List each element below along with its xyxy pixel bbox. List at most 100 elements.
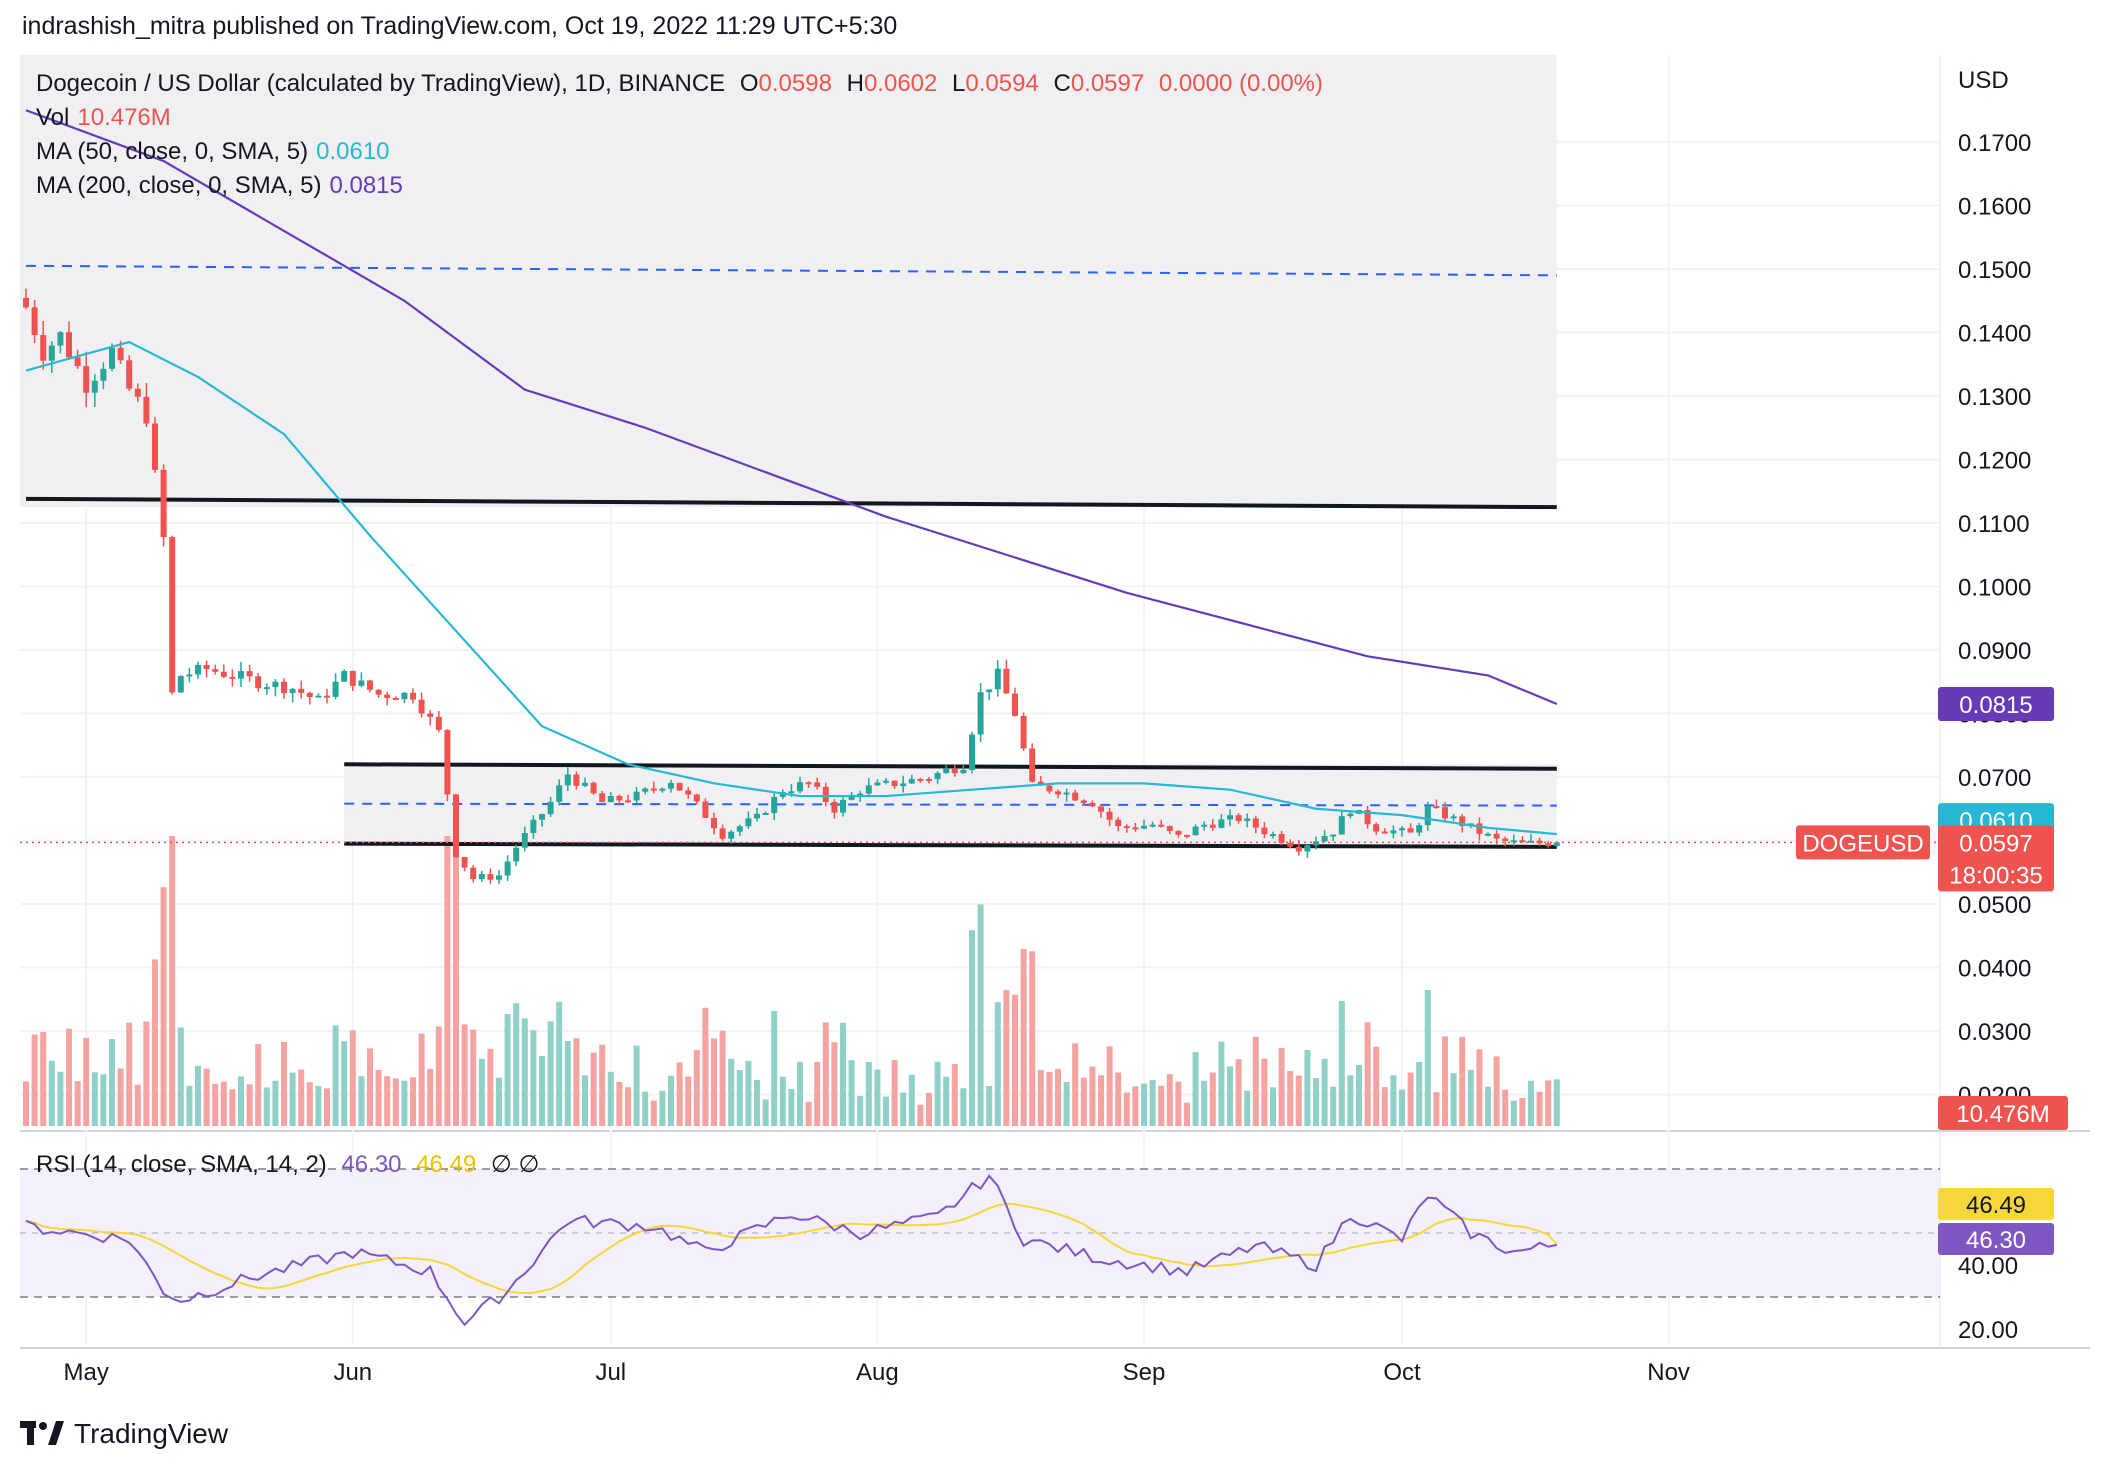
time-axis-tick: Oct [1383,1359,1421,1386]
ma50-line [25,340,1557,836]
candle-body [1399,828,1405,831]
volume-bar [134,1084,141,1126]
volume-bar [582,1075,588,1126]
tradingview-brand: TradingView [74,1418,229,1449]
candle-body [1106,811,1113,820]
volume-bar [401,1080,408,1126]
candle-body [1149,824,1156,827]
tradingview-footer: TradingView [20,1418,228,1450]
volume-bar [1080,1077,1087,1126]
candle-body [427,713,434,717]
volume-bar [152,959,158,1126]
time-axis-tick: Jun [333,1359,372,1386]
candle-body [1132,827,1139,830]
candle-body [1313,841,1319,846]
volume-bar [1123,1092,1130,1126]
volume-bar [66,1028,72,1126]
candle-body [143,396,150,424]
volume-bar [1467,1069,1474,1126]
candle-body [917,778,924,781]
volume-bar [117,1068,124,1126]
ohlc-high: H0.0602 [846,70,938,97]
candle-body [582,782,588,786]
candle-body [1493,833,1500,839]
volume-bar [1003,989,1010,1126]
volume-bar [607,1071,614,1126]
candle-body [367,680,373,690]
volume-bar [1502,1089,1509,1126]
candle-body [1115,819,1122,827]
price-axis-tick: 0.1300 [1958,384,2031,411]
volume-bar [943,1076,950,1126]
candle-body [341,670,348,682]
symbol-title: Dogecoin / US Dollar (calculated by Trad… [36,70,726,97]
volume-bar [702,1007,709,1126]
volume-bar [1063,1081,1070,1126]
volume-bar [977,904,984,1126]
candle-body [745,818,752,827]
volume-bar [883,1096,889,1126]
volume-bar [504,1014,511,1126]
candle-body [169,537,176,693]
candle-body [152,423,158,470]
volume-bar [805,1101,812,1126]
rsi-ma-value: 46.49 [416,1151,477,1178]
volume-bar [685,1076,692,1126]
candle-body [1278,834,1285,843]
volume-bar [487,1048,494,1126]
price-axis-tick: 0.0300 [1958,1019,2031,1046]
price-axis-currency: USD [1958,67,2009,94]
volume-bar [40,1032,47,1126]
volume-bar [453,836,459,1126]
candle-body [857,793,864,796]
candle-body [848,794,855,800]
candle-body [556,785,563,802]
volume-bar [1201,1080,1208,1126]
candle-body [788,791,795,794]
candle-body [272,681,279,688]
volume-bar [736,1070,743,1126]
volume-bar [1553,1079,1560,1126]
volume-bar [496,1077,502,1126]
candle-body [728,831,735,839]
volume-bar [642,1091,649,1126]
volume-bar [1037,1069,1044,1126]
volume-bar [289,1072,296,1126]
rsi-legend: RSI (14, close, SMA, 14, 2) 46.30 46.49 … [36,1150,547,1179]
candle-body [633,791,640,801]
volume-bar [478,1058,485,1126]
volume-bar [754,1079,760,1126]
candle-body [693,794,700,802]
volume-bar [418,1033,425,1126]
ma50-label: MA (50, close, 0, SMA, 5) [36,138,309,165]
candle-body [384,694,391,699]
volume-bar [1235,1059,1242,1126]
candle-body [977,692,984,735]
volume-bar [1381,1087,1388,1126]
volume-bar [1304,1049,1311,1126]
volume-bar [1338,1000,1345,1126]
volume-bar [650,1100,657,1126]
candle-body [1390,830,1397,834]
volume-bar [186,1085,193,1126]
time-axis-tick: Jul [595,1359,626,1386]
candle-body [1175,830,1182,835]
volume-bar [1347,1075,1354,1126]
volume-bar [48,1060,55,1126]
volume-bar [1476,1049,1483,1126]
time-axis-tick: Nov [1647,1359,1690,1386]
candle-body [513,847,520,862]
candle-body [650,788,657,791]
volume-bar [1175,1081,1182,1126]
volume-bar [1141,1083,1147,1126]
candle-body [754,813,760,819]
candle-body [392,698,399,701]
candle-body [1192,826,1199,836]
volume-bar [917,1104,924,1126]
candle-body [281,681,287,694]
volume-bar [1485,1086,1491,1126]
volume-bar [1089,1066,1096,1126]
candle-body [960,769,967,774]
rsi-line [25,1174,1558,1327]
candle-body [642,788,649,792]
